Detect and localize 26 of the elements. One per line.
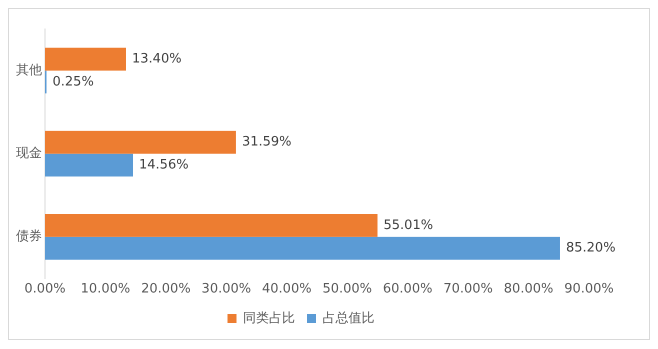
data-label: 0.25% bbox=[52, 74, 94, 90]
y-tick-label: 现金 bbox=[16, 146, 42, 162]
x-tick-label: 70.00% bbox=[443, 282, 493, 297]
data-label: 31.59% bbox=[242, 134, 292, 150]
y-tick-label: 债券 bbox=[16, 229, 42, 244]
bar bbox=[45, 48, 126, 71]
x-tick-label: 10.00% bbox=[80, 282, 130, 297]
bar bbox=[45, 130, 236, 154]
y-tick-label: 其他 bbox=[16, 62, 42, 78]
bar bbox=[45, 214, 378, 237]
x-tick-label: 0.00% bbox=[24, 282, 66, 297]
x-tick-label: 80.00% bbox=[504, 282, 554, 297]
data-label: 13.40% bbox=[132, 52, 182, 67]
x-tick-label: 90.00% bbox=[564, 282, 614, 297]
bar bbox=[45, 236, 560, 260]
data-label: 85.20% bbox=[566, 240, 616, 256]
legend-label: 同类占比 bbox=[243, 310, 295, 326]
bar bbox=[45, 154, 134, 177]
x-tick-label: 30.00% bbox=[202, 282, 252, 297]
legend-label: 占总值比 bbox=[322, 310, 374, 326]
data-label: 14.56% bbox=[139, 158, 189, 173]
x-tick-label: 40.00% bbox=[262, 282, 312, 297]
x-tick-label: 50.00% bbox=[322, 282, 372, 297]
x-tick-label: 60.00% bbox=[382, 282, 432, 297]
data-label: 55.01% bbox=[384, 218, 434, 233]
x-tick-label: 20.00% bbox=[141, 282, 191, 297]
